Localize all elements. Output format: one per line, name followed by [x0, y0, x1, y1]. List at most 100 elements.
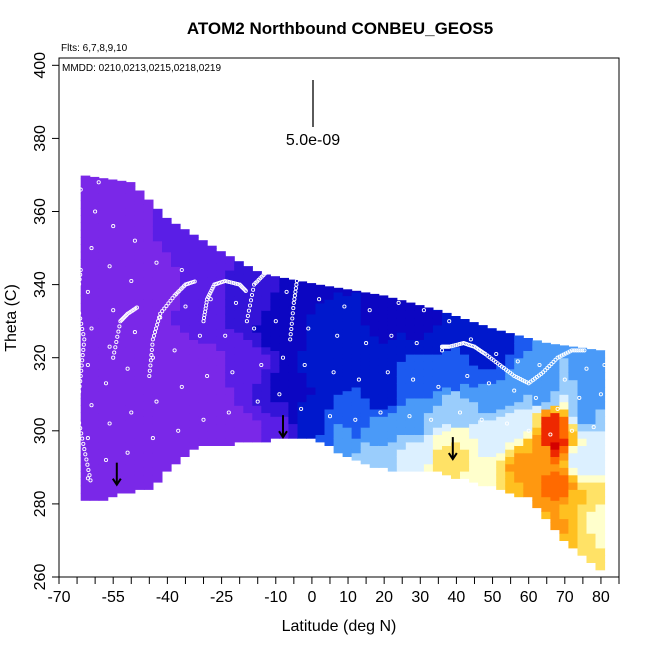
field-cell [478, 361, 488, 370]
field-cell [469, 365, 479, 373]
field-cell [252, 354, 262, 362]
field-cell [442, 430, 452, 439]
field-cell [595, 518, 606, 527]
field-cell [568, 408, 578, 417]
y-tick-label: 320 [32, 344, 49, 371]
field-cell [324, 408, 335, 417]
field-cell [234, 310, 244, 319]
field-cell [460, 427, 470, 435]
field-cell [405, 339, 416, 348]
field-cell [387, 324, 398, 333]
field-cell [360, 324, 371, 333]
field-cell [423, 310, 434, 319]
field-cell [134, 196, 145, 205]
data-point [129, 410, 134, 415]
track-point [580, 348, 585, 353]
field-cell [162, 310, 172, 319]
field-cell [80, 288, 91, 297]
track-point [76, 286, 81, 291]
field-cell [152, 416, 163, 425]
field-cell [252, 317, 262, 326]
field-cell [125, 471, 136, 479]
field-cell [595, 511, 606, 520]
track-point [166, 301, 171, 306]
field-cell [550, 507, 560, 516]
field-cell [143, 467, 154, 476]
field-cell [369, 357, 380, 366]
field-cell [216, 394, 226, 403]
field-cell [107, 438, 118, 446]
y-tick-label: 280 [32, 490, 49, 517]
data-point [107, 264, 112, 269]
field-cell [89, 193, 100, 202]
field-cell [143, 343, 154, 351]
field-cell [162, 441, 172, 450]
track-point [78, 379, 83, 384]
field-cell [432, 354, 443, 362]
track-point [77, 389, 82, 394]
data-point [486, 381, 491, 386]
track-point [292, 293, 297, 298]
field-cell [89, 288, 100, 297]
field-cell [342, 434, 353, 443]
field-cell [523, 372, 533, 381]
field-cell [80, 229, 91, 238]
field-cell [595, 489, 606, 498]
field-cell [279, 379, 289, 388]
data-point [85, 362, 90, 368]
field-cell [387, 368, 398, 377]
field-cell [432, 339, 443, 348]
field-cell [432, 376, 443, 384]
field-cell [469, 430, 479, 439]
field-cell [487, 405, 497, 414]
field-cell [134, 379, 145, 388]
track-point [293, 289, 298, 294]
field-cell [351, 321, 362, 330]
field-cell [107, 196, 118, 205]
field-cell [297, 401, 308, 410]
field-cell [125, 302, 136, 311]
field-cell [234, 361, 244, 370]
field-cell [315, 302, 326, 311]
field-cell [387, 427, 398, 435]
field-cell [107, 299, 118, 308]
field-cell [279, 408, 289, 417]
y-axis-label: Theta (C) [3, 284, 20, 352]
field-cell [171, 427, 181, 435]
field-cell [351, 379, 362, 388]
track-point [320, 265, 325, 270]
field-cell [451, 316, 461, 319]
field-cell [568, 357, 578, 366]
field-cell [442, 312, 452, 315]
field-cell [369, 438, 380, 446]
field-cell [134, 372, 145, 381]
field-cell [207, 379, 217, 388]
field-cell [252, 295, 262, 304]
field-cell [514, 467, 524, 476]
field-cell [243, 324, 253, 333]
data-point [584, 366, 589, 371]
field-cell [387, 390, 398, 399]
field-cell [225, 270, 235, 278]
field-cell [89, 368, 100, 377]
field-cell [568, 430, 578, 439]
track-point [559, 353, 564, 358]
field-cell [98, 266, 109, 275]
field-cell [333, 350, 344, 359]
field-cell [261, 288, 271, 297]
field-cell [125, 288, 136, 297]
field-cell [559, 416, 569, 425]
track-point [79, 321, 84, 326]
field-cell [315, 390, 326, 399]
field-cell [252, 405, 262, 414]
field-cell [396, 361, 407, 370]
field-cell [423, 324, 434, 333]
track-point [164, 303, 169, 309]
field-cell [478, 449, 488, 457]
field-cell [577, 540, 588, 549]
field-cell [279, 284, 289, 293]
data-point [526, 428, 531, 433]
field-cell [98, 302, 109, 311]
track-point [522, 379, 527, 384]
field-cell [207, 438, 217, 446]
